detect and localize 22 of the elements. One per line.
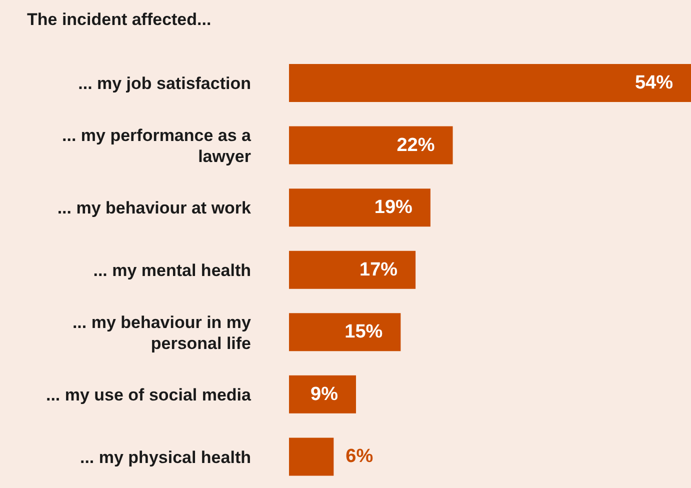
data-label: 54%: [634, 72, 674, 94]
text: The incident affected...: [27, 10, 212, 30]
bar: [289, 313, 401, 352]
data-label: 15%: [344, 322, 383, 343]
y-tick-label: ... my behaviour at work: [57, 198, 252, 218]
y-tick-label: ... my mental health: [93, 260, 251, 280]
data-label: 19%: [374, 197, 413, 218]
y-tick-label: ... my physical health: [80, 447, 251, 466]
bar: [289, 250, 416, 289]
data-label: 6%: [346, 446, 374, 468]
data-label: 9%: [310, 384, 338, 405]
data-label: 22%: [396, 134, 435, 156]
bar: [289, 64, 691, 102]
y-tick-label: ... my job satisfaction: [78, 74, 251, 93]
y-tick-label: ... my behaviour in my personal life: [72, 312, 252, 352]
bar: [289, 375, 356, 414]
y-tick-label: ... my performance as a lawyer: [62, 125, 252, 166]
y-tick-label: ... my use of social media: [46, 385, 252, 404]
data-label: 17%: [360, 259, 398, 280]
bar: [289, 438, 334, 476]
bar: [289, 188, 430, 227]
bar: [289, 126, 453, 164]
